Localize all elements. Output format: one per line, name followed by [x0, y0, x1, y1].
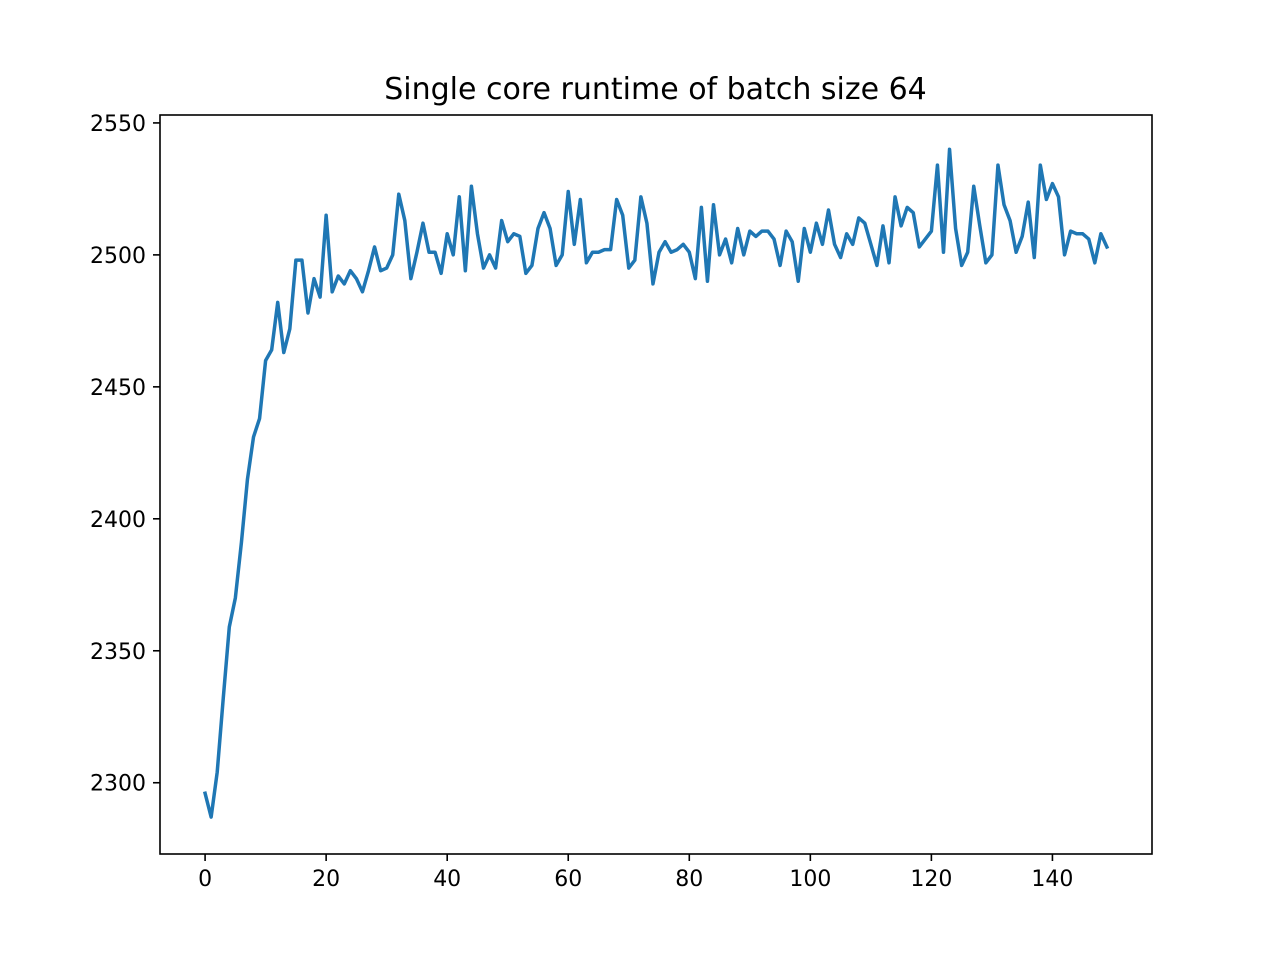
y-tick-label: 2350: [90, 640, 146, 665]
x-tick-label: 100: [789, 867, 831, 892]
y-tick-label: 2450: [90, 376, 146, 401]
x-tick-label: 140: [1031, 867, 1073, 892]
plot-area: [202, 147, 1110, 819]
x-tick-label: 120: [910, 867, 952, 892]
y-tick-label: 2400: [90, 508, 146, 533]
axes: 0 20 40 60 80 100 120 140 2300 2350 2400 2450 2500 25…: [90, 112, 1153, 892]
y-tick-label: 2550: [90, 112, 146, 137]
series-line-0: [202, 147, 1110, 819]
y-tick-label: 2500: [90, 244, 146, 269]
axes-frame: [159, 114, 1153, 855]
x-tick-label: 20: [312, 867, 340, 892]
x-tick-label: 80: [675, 867, 703, 892]
chart-title: Single core runtime of batch size 64: [384, 72, 927, 107]
x-tick-label: 60: [554, 867, 582, 892]
x-tick-label: 0: [198, 867, 212, 892]
x-tick-label: 40: [433, 867, 461, 892]
y-tick-label: 2300: [90, 772, 146, 797]
